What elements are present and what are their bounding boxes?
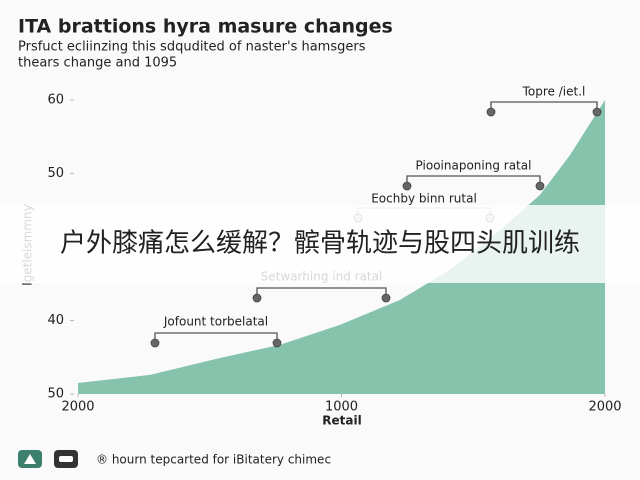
chart-title: ITA brattions hyra masure changes — [18, 16, 393, 38]
annotation-bracket — [490, 101, 598, 112]
annotation-bracket — [256, 287, 387, 298]
y-tick-label: 40 — [47, 313, 64, 328]
y-tick-label: 50 — [47, 387, 64, 402]
x-tick-label: 2000 — [61, 400, 94, 415]
x-tick-label: 1000 — [325, 400, 358, 415]
subtitle: Prsfuct ecliinzing this sdqudited of nas… — [18, 40, 366, 55]
annotation: Topre /iet.l — [522, 85, 586, 99]
annotation-dot — [486, 107, 496, 117]
annotation-dot — [272, 338, 282, 348]
annotation-dot — [535, 181, 545, 191]
banner: 户外膝痛怎么缓解？髌骨轨迹与股四头肌训练 — [60, 229, 580, 259]
y-tick-label: 60 — [47, 93, 64, 108]
annotation-dot — [252, 293, 262, 303]
footer: ® hourn tepcarted for iBitatery chimec — [96, 453, 331, 467]
subtitle: thears change and 1095 — [18, 56, 177, 71]
icon-glyph — [24, 454, 36, 464]
annotation-bracket — [406, 175, 541, 186]
annotation-bracket — [154, 332, 278, 343]
y-tick-label: 50 — [47, 166, 64, 181]
annotation-dot — [402, 181, 412, 191]
annotation: Piooinaponing ratal — [416, 159, 532, 173]
x-tick-label: 2000 — [588, 400, 621, 415]
banner-band — [0, 205, 640, 283]
icon-glyph — [59, 456, 73, 462]
annotation-dot — [592, 107, 602, 117]
area — [78, 100, 605, 394]
x-axis-label: Retail — [322, 414, 361, 428]
annotation: Jofount torbelatal — [163, 315, 268, 329]
annotation: Eochby binn rutal — [371, 192, 477, 206]
annotation-dot — [381, 293, 391, 303]
annotation-dot — [150, 338, 160, 348]
